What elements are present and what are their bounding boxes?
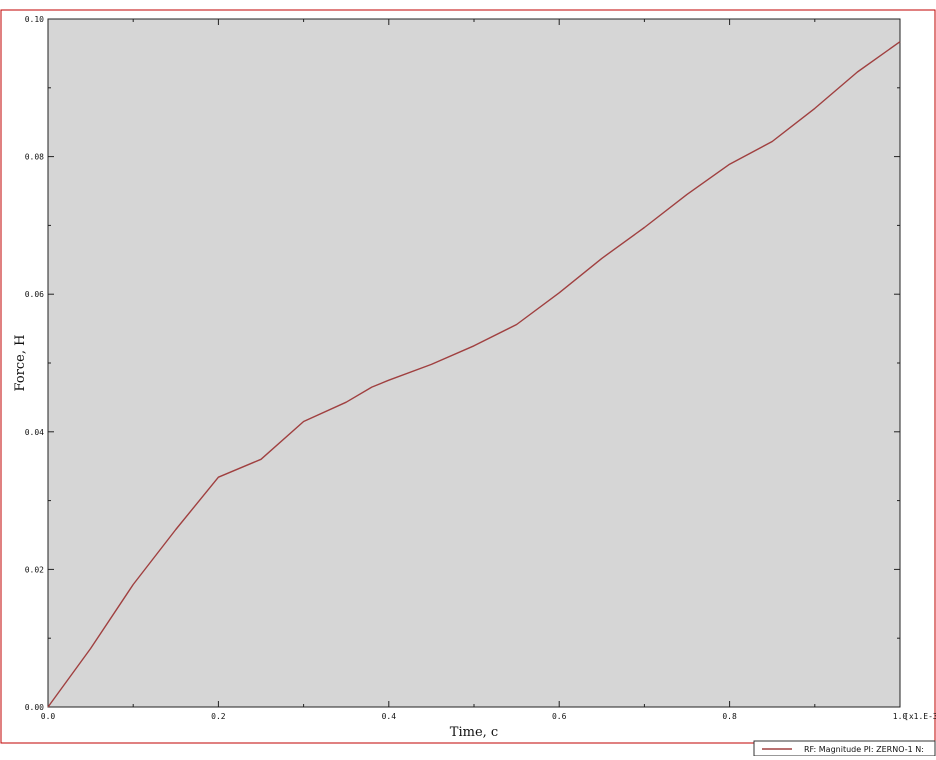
y-axis: 0.00 0.02 0.04 0.06 0.08 0.10 [25, 15, 900, 712]
y-tick-label: 0.10 [25, 15, 44, 24]
x-tick-label: 0.6 [552, 712, 567, 721]
x-tick-label: 0.0 [41, 712, 56, 721]
x-tick-label: 1.0 [893, 712, 908, 721]
x-axis: 0.0 0.2 0.4 0.6 0.8 1.0 [41, 19, 908, 721]
y-tick-label: 0.08 [25, 153, 44, 162]
y-tick-label: 0.04 [25, 428, 44, 437]
y-tick-label: 0.06 [25, 290, 44, 299]
y-tick-label: 0.00 [25, 703, 44, 712]
plot-area [47, 18, 901, 708]
legend: RF: Magnitude PI: ZERNO-1 N: [753, 740, 936, 757]
x-tick-label: 0.2 [211, 712, 226, 721]
x-multiplier-label: [x1.E-3] [904, 712, 936, 721]
x-tick-label: 0.8 [722, 712, 737, 721]
x-axis-title: Time, c [450, 725, 498, 740]
series-line-0 [47, 41, 901, 708]
legend-entry-label: RF: Magnitude PI: ZERNO-1 N: [804, 745, 924, 754]
series-layer [47, 41, 901, 708]
y-axis-title: Force, H [13, 335, 28, 392]
x-tick-label: 0.4 [382, 712, 397, 721]
y-tick-label: 0.02 [25, 565, 44, 574]
